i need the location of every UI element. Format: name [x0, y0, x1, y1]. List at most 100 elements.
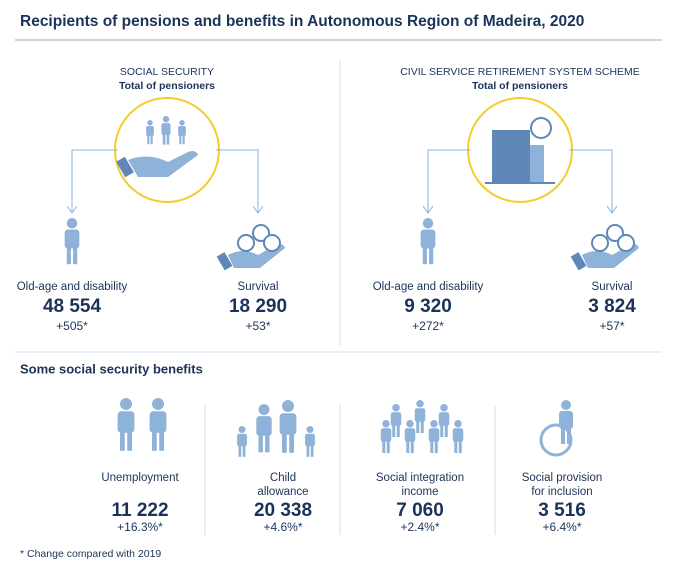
- person-icon: [310, 445, 314, 457]
- benefit-change: +6.4%*: [542, 520, 581, 534]
- person-icon: [179, 135, 182, 145]
- person-icon: [440, 404, 448, 412]
- euro-icon: [530, 117, 552, 139]
- person-icon: [147, 135, 150, 145]
- benefit-change: +2.4%*: [400, 520, 439, 534]
- person-icon: [567, 428, 571, 444]
- person-icon: [392, 404, 400, 412]
- scheme-subtitle: Total of pensioners: [119, 80, 215, 92]
- section-title: Some social security benefits: [20, 361, 203, 376]
- person-icon: [161, 123, 171, 135]
- person-icon: [559, 411, 573, 429]
- person-icon: [430, 441, 434, 453]
- person-icon: [380, 428, 392, 442]
- scheme-name: SOCIAL SECURITY: [120, 66, 214, 78]
- person-icon: [392, 425, 396, 437]
- person-icon: [454, 420, 462, 428]
- person-icon: [238, 445, 242, 457]
- benefit-value: 3 516: [538, 500, 586, 521]
- benefit-label: allowance: [257, 486, 308, 498]
- person-icon: [386, 441, 390, 453]
- person-icon: [430, 420, 438, 428]
- group-value: 18 290: [229, 296, 287, 317]
- person-icon: [265, 434, 270, 453]
- person-icon: [420, 229, 436, 249]
- person-icon: [382, 441, 386, 453]
- person-icon: [306, 445, 310, 457]
- scheme-name: CIVIL SERVICE RETIREMENT SYSTEM SCHEME: [400, 66, 640, 78]
- person-icon: [152, 431, 157, 451]
- person-icon: [406, 441, 410, 453]
- person-icon: [422, 247, 427, 265]
- footnote: * Change compared with 2019: [20, 548, 161, 560]
- building-icon: [530, 145, 544, 182]
- arrow: [569, 149, 618, 214]
- wheelchair-icon: [539, 423, 573, 457]
- group-change: +272*: [412, 319, 444, 333]
- person-icon: [452, 428, 464, 442]
- benefit-value: 7 060: [396, 500, 444, 521]
- benefit-label: Child: [270, 472, 296, 484]
- benefit-label: income: [401, 486, 438, 498]
- group-label: Old-age and disability: [373, 281, 484, 293]
- person-icon: [404, 428, 416, 442]
- person-icon: [258, 404, 270, 415]
- person-icon: [428, 428, 440, 442]
- person-icon: [256, 416, 272, 436]
- person-icon: [444, 425, 448, 437]
- person-icon: [306, 426, 314, 433]
- coin-icon: [617, 234, 635, 252]
- person-icon: [458, 441, 462, 453]
- person-icon: [434, 441, 438, 453]
- person-icon: [438, 412, 450, 426]
- benefit-label: for inclusion: [531, 486, 592, 498]
- group-change: +57*: [599, 319, 624, 333]
- group-value: 48 554: [43, 296, 102, 317]
- person-icon: [396, 425, 400, 437]
- person-icon: [242, 445, 246, 457]
- person-icon: [149, 411, 167, 433]
- benefit-change: +16.3%*: [117, 520, 163, 534]
- person-icon: [166, 134, 170, 145]
- benefit-value: 11 222: [111, 500, 168, 521]
- person-icon: [117, 411, 135, 433]
- person-icon: [305, 433, 315, 447]
- person-icon: [422, 218, 434, 229]
- person-icon: [237, 433, 247, 447]
- benefit-label: Unemployment: [101, 472, 179, 484]
- person-icon: [162, 116, 170, 123]
- person-icon: [414, 408, 426, 422]
- person-icon: [182, 135, 185, 145]
- person-icon: [561, 400, 571, 410]
- person-icon: [178, 126, 186, 136]
- person-icon: [73, 247, 78, 265]
- icons: [64, 97, 639, 457]
- person-icon: [258, 434, 263, 453]
- person-icon: [120, 398, 132, 410]
- person-icon: [120, 431, 125, 451]
- person-icon: [64, 229, 80, 249]
- person-icon: [162, 134, 166, 145]
- person-icon: [66, 218, 78, 229]
- cuff-icon: [116, 156, 134, 178]
- coin-icon: [252, 224, 270, 242]
- person-icon: [66, 247, 71, 265]
- person-icon: [410, 441, 414, 453]
- person-icon: [440, 425, 444, 437]
- person-icon: [150, 135, 153, 145]
- group-change: +53*: [245, 319, 270, 333]
- group-label: Old-age and disability: [17, 281, 128, 293]
- scheme-subtitle: Total of pensioners: [472, 80, 568, 92]
- cuff-icon: [570, 252, 587, 271]
- person-icon: [159, 431, 164, 451]
- hand-icon: [128, 151, 198, 177]
- page-title: Recipients of pensions and benefits in A…: [20, 13, 584, 30]
- arrow: [216, 149, 264, 214]
- coin-icon: [263, 234, 281, 252]
- arrow: [66, 149, 118, 214]
- coin-icon: [606, 224, 624, 242]
- benefit-label: Social provision: [522, 472, 603, 484]
- group-change: +505*: [56, 319, 88, 333]
- person-icon: [146, 126, 154, 136]
